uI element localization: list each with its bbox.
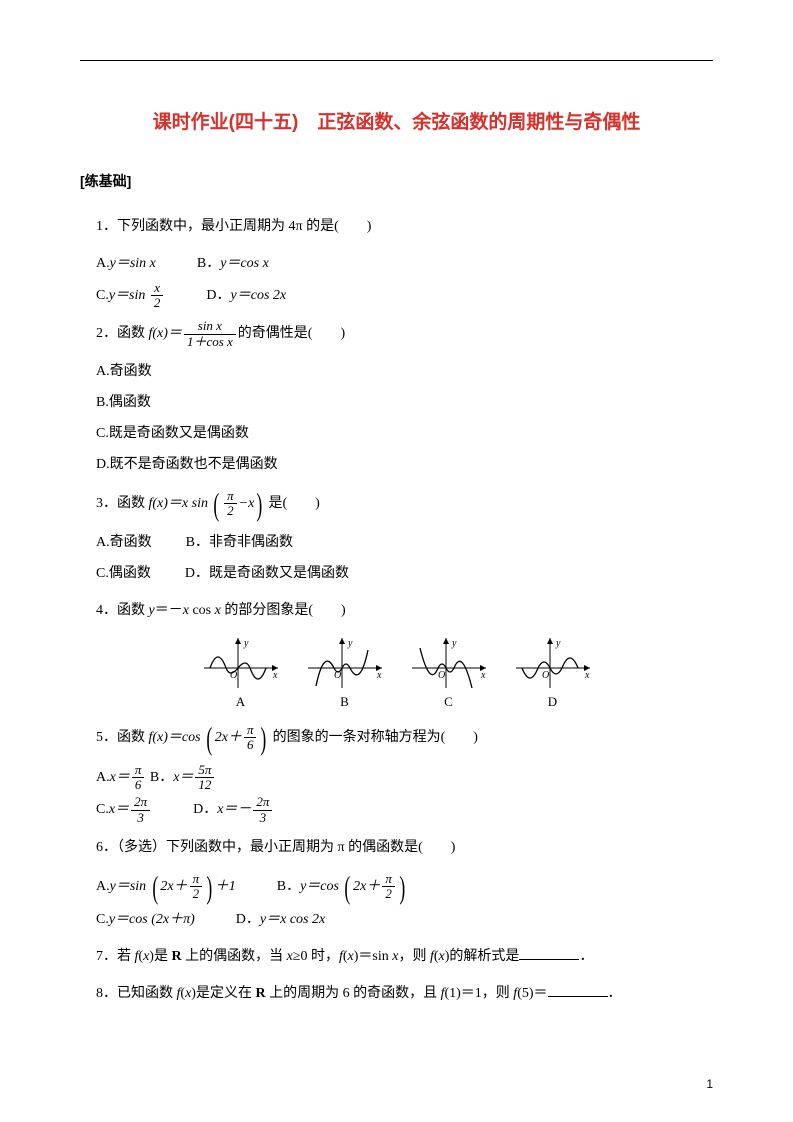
q3-paren: (π2−x) bbox=[211, 488, 265, 520]
header-rule bbox=[80, 60, 713, 61]
q1-c: C. bbox=[96, 288, 109, 303]
svg-text:y: y bbox=[451, 638, 457, 649]
title-prefix: 课时作业(四十五) bbox=[153, 112, 299, 133]
q6-stem: 6．（多选）下列函数中，最小正周期为 π 的偶函数是( ) bbox=[96, 834, 713, 862]
svg-text:O: O bbox=[230, 670, 237, 681]
q1-a-math: y＝sin x bbox=[110, 256, 156, 271]
q6-opts-row2: C.y＝cos (2x＋π) D．y＝x cos 2x bbox=[96, 906, 713, 934]
q3-stem: 3．函数 f(x)＝x sin (π2−x) 是( ) bbox=[96, 488, 713, 520]
graph-c: y x O C bbox=[408, 634, 490, 713]
q7: 7．若 f(x)是 R 上的偶函数，当 x≥0 时，f(x)＝sin x，则 f… bbox=[96, 943, 713, 971]
q5-opts-row1: A.x＝π6 B．x＝5π12 bbox=[96, 763, 713, 793]
q1-b-math: y＝cos x bbox=[220, 256, 269, 271]
page-title: 课时作业(四十五) 正弦函数、余弦函数的周期性与奇偶性 bbox=[80, 108, 713, 138]
graph-d: y x O D bbox=[512, 634, 594, 713]
q2-c: C.既是奇函数又是偶函数 bbox=[96, 420, 713, 448]
q2-d: D.既不是奇函数也不是偶函数 bbox=[96, 451, 713, 479]
q7-blank[interactable] bbox=[519, 946, 579, 960]
svg-text:y: y bbox=[347, 638, 353, 649]
svg-text:y: y bbox=[555, 638, 561, 649]
q2-stem: 2．函数 f(x)＝sin x1＋cos x的奇偶性是( ) bbox=[96, 319, 713, 349]
q1-c-math: y＝sin bbox=[109, 288, 149, 303]
graph-b: y x O B bbox=[304, 634, 386, 713]
svg-text:x: x bbox=[584, 670, 590, 681]
q1-opts-row2: C.y＝sin x2 D．y＝cos 2x bbox=[96, 281, 713, 311]
title-main: 正弦函数、余弦函数的周期性与奇偶性 bbox=[298, 112, 640, 133]
q6-opts-row1: A.y＝sin (2x＋π2)＋1 B．y＝cos (2x＋π2) bbox=[96, 871, 713, 903]
svg-text:O: O bbox=[542, 670, 549, 681]
q8: 8．已知函数 f(x)是定义在 R 上的周期为 6 的奇函数，且 f(1)＝1，… bbox=[96, 980, 713, 1008]
svg-text:O: O bbox=[438, 670, 445, 681]
svg-text:x: x bbox=[272, 670, 278, 681]
q1-a: A. bbox=[96, 256, 110, 271]
q2-frac: sin x1＋cos x bbox=[184, 319, 236, 349]
q4-stem: 4．函数 y＝－x cos x 的部分图象是( ) bbox=[96, 597, 713, 625]
q2-b: B.偶函数 bbox=[96, 389, 713, 417]
q5-opts-row2: C.x＝2π3 D．x＝－2π3 bbox=[96, 795, 713, 825]
q8-blank[interactable] bbox=[548, 983, 608, 997]
q1-opts-row1: A.y＝sin x B．y＝cos x bbox=[96, 250, 713, 278]
svg-text:x: x bbox=[376, 670, 382, 681]
q1-d: D． bbox=[206, 288, 230, 303]
q1-d-math: y＝cos 2x bbox=[231, 288, 287, 303]
q4-graphs: y x O A y x O B y x O C bbox=[80, 634, 713, 713]
q1-stem: 1．下列函数中，最小正周期为 4π 的是( ) bbox=[96, 213, 713, 241]
q2-a: A.奇函数 bbox=[96, 358, 713, 386]
svg-text:x: x bbox=[480, 670, 486, 681]
q3-opts-row1: A.奇函数B．非奇非偶函数 bbox=[96, 529, 713, 557]
graph-a: y x O A bbox=[200, 634, 282, 713]
svg-text:y: y bbox=[243, 638, 249, 649]
q3-opts-row2: C.偶函数D．既是奇函数又是偶函数 bbox=[96, 560, 713, 588]
svg-text:O: O bbox=[334, 670, 341, 681]
q5-paren: (2x＋π6) bbox=[204, 722, 269, 754]
q1-b: B． bbox=[197, 256, 220, 271]
q5-stem: 5．函数 f(x)＝cos (2x＋π6) 的图象的一条对称轴方程为( ) bbox=[96, 722, 713, 754]
page-number: 1 bbox=[706, 1075, 713, 1094]
q1-c-frac: x2 bbox=[151, 281, 164, 311]
section-label: [练基础] bbox=[80, 170, 713, 192]
